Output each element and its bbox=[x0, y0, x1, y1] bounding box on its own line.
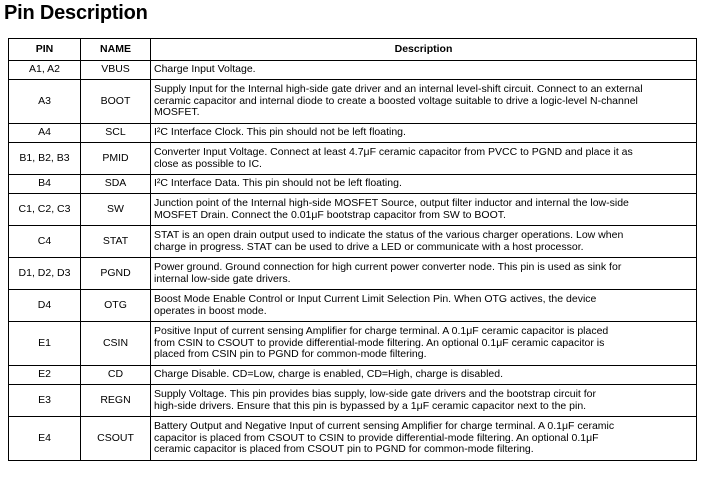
table-row: E3 REGN Supply Voltage. This pin provides … bbox=[8, 384, 697, 417]
name-cell: PGND bbox=[80, 257, 151, 290]
pin-cell: B4 bbox=[8, 174, 81, 194]
name-cell: VBUS bbox=[80, 60, 151, 80]
description-cell: I²C Interface Data. This pin should not … bbox=[150, 174, 697, 194]
pin-cell: D4 bbox=[8, 289, 81, 322]
name-cell: CSIN bbox=[80, 321, 151, 366]
description-line: Boost Mode Enable Control or Input Curre… bbox=[154, 292, 597, 305]
description-cell: Power ground. Ground connection for high… bbox=[150, 257, 697, 290]
description-line: Supply Input for the Internal high-side … bbox=[154, 83, 643, 96]
description-cell: Positive Input of current sensing Amplif… bbox=[150, 321, 697, 366]
header-cell: Description bbox=[150, 38, 697, 61]
table-row: A1, A2 VBUS Charge Input Voltage. bbox=[8, 60, 697, 80]
table-row: D4 OTG Boost Mode Enable Control or Input … bbox=[8, 289, 697, 322]
pin-cell: E1 bbox=[8, 321, 81, 366]
description-line: close as possible to IC. bbox=[154, 157, 262, 170]
description-cell: Converter Input Voltage. Connect at leas… bbox=[150, 142, 697, 175]
name-cell: SDA bbox=[80, 174, 151, 194]
pin-cell: A1, A2 bbox=[8, 60, 81, 80]
header-row: PIN NAME Description bbox=[8, 38, 697, 61]
pin-table: PIN NAME Description A1, A2 VBUS Charge In… bbox=[8, 38, 697, 461]
description-line: high-side drivers. Ensure that this pin … bbox=[154, 399, 587, 412]
table-row: D1, D2, D3 PGND Power ground. Ground conne… bbox=[8, 257, 697, 290]
pin-cell: E3 bbox=[8, 384, 81, 417]
name-cell: SW bbox=[80, 193, 151, 226]
pin-cell: E4 bbox=[8, 416, 81, 461]
description-line: MOSFET Drain. Connect the 0.01μF bootstr… bbox=[154, 208, 506, 221]
description-line: ceramic capacitor and internal diode to … bbox=[154, 94, 638, 107]
name-cell: BOOT bbox=[80, 79, 151, 124]
description-line: Charge Disable. CD=Low, charge is enable… bbox=[154, 368, 504, 381]
description-line: MOSFET. bbox=[154, 106, 200, 119]
description-cell: Charge Disable. CD=Low, charge is enable… bbox=[150, 365, 697, 385]
table-row: E1 CSIN Positive Input of current sensing … bbox=[8, 321, 697, 366]
name-cell: OTG bbox=[80, 289, 151, 322]
table-row: A3 BOOT Supply Input for the Internal high… bbox=[8, 79, 697, 124]
description-line: Power ground. Ground connection for high… bbox=[154, 260, 622, 273]
name-cell: CSOUT bbox=[80, 416, 151, 461]
description-cell: Charge Input Voltage. bbox=[150, 60, 697, 80]
header-cell: NAME bbox=[80, 38, 151, 61]
description-line: Positive Input of current sensing Amplif… bbox=[154, 325, 609, 338]
description-line: ceramic capacitor is placed from CSOUT p… bbox=[154, 443, 534, 456]
name-cell: STAT bbox=[80, 225, 151, 258]
table-row: B1, B2, B3 PMID Converter Input Voltage. C… bbox=[8, 142, 697, 175]
description-line: STAT is an open drain output used to ind… bbox=[154, 228, 624, 241]
description-line: Converter Input Voltage. Connect at leas… bbox=[154, 145, 633, 158]
description-cell: Battery Output and Negative Input of cur… bbox=[150, 416, 697, 461]
description-cell: Supply Voltage. This pin provides bias s… bbox=[150, 384, 697, 417]
description-line: internal low-side gate drivers. bbox=[154, 272, 291, 285]
pin-cell: A4 bbox=[8, 123, 81, 143]
description-cell: I²C Interface Clock. This pin should not… bbox=[150, 123, 697, 143]
pin-cell: D1, D2, D3 bbox=[8, 257, 81, 290]
description-line: Charge Input Voltage. bbox=[154, 63, 256, 76]
name-cell: CD bbox=[80, 365, 151, 385]
description-line: Supply Voltage. This pin provides bias s… bbox=[154, 387, 597, 400]
table-row: C4 STAT STAT is an open drain output used … bbox=[8, 225, 697, 258]
page-title: Pin Description bbox=[4, 2, 148, 24]
description-line: operates in boost mode. bbox=[154, 304, 267, 317]
description-line: from CSIN to CSOUT to provide differenti… bbox=[154, 336, 605, 349]
table-row: E4 CSOUT Battery Output and Negative Input… bbox=[8, 416, 697, 461]
table-row: C1, C2, C3 SW Junction point of the Intern… bbox=[8, 193, 697, 226]
table-row: B4 SDA I²C Interface Data. This pin should… bbox=[8, 174, 697, 194]
description-cell: Junction point of the Internal high-side… bbox=[150, 193, 697, 226]
description-line: capacitor is placed from CSOUT to CSIN t… bbox=[154, 431, 599, 444]
pin-cell: A3 bbox=[8, 79, 81, 124]
description-cell: Boost Mode Enable Control or Input Curre… bbox=[150, 289, 697, 322]
pin-cell: E2 bbox=[8, 365, 81, 385]
description-line: I²C Interface Clock. This pin should not… bbox=[154, 126, 406, 139]
table-body: A1, A2 VBUS Charge Input Voltage. A3 BOOT Sup… bbox=[8, 60, 697, 461]
description-cell: STAT is an open drain output used to ind… bbox=[150, 225, 697, 258]
pin-cell: C4 bbox=[8, 225, 81, 258]
header-cell: PIN bbox=[8, 38, 81, 61]
description-line: charge in progress. STAT can be used to … bbox=[154, 240, 584, 253]
name-cell: SCL bbox=[80, 123, 151, 143]
description-line: Battery Output and Negative Input of cur… bbox=[154, 420, 615, 433]
name-cell: PMID bbox=[80, 142, 151, 175]
description-cell: Supply Input for the Internal high-side … bbox=[150, 79, 697, 124]
table-row: E2 CD Charge Disable. CD=Low, charge is en… bbox=[8, 365, 697, 385]
name-cell: REGN bbox=[80, 384, 151, 417]
table-row: A4 SCL I²C Interface Clock. This pin shoul… bbox=[8, 123, 697, 143]
pin-cell: B1, B2, B3 bbox=[8, 142, 81, 175]
pin-cell: C1, C2, C3 bbox=[8, 193, 81, 226]
description-line: Junction point of the Internal high-side… bbox=[154, 196, 629, 209]
description-line: I²C Interface Data. This pin should not … bbox=[154, 177, 402, 190]
description-line: placed from CSIN pin to PGND for common-… bbox=[154, 348, 427, 361]
